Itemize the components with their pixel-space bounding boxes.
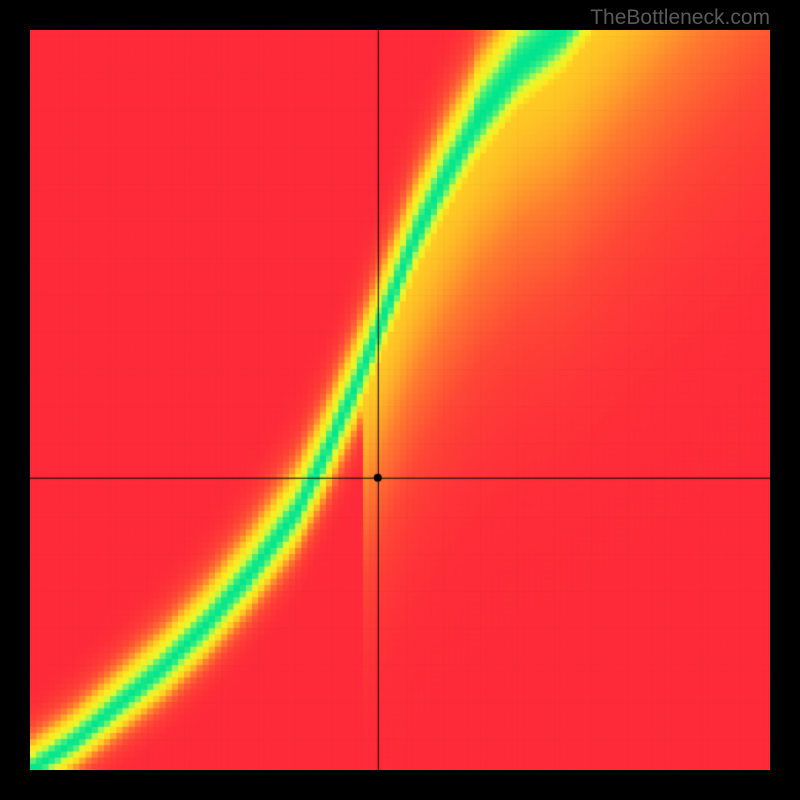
watermark-text: TheBottleneck.com [590,6,770,30]
heatmap-plot [30,30,770,770]
heatmap-canvas [30,30,770,770]
chart-container: TheBottleneck.com [0,0,800,800]
